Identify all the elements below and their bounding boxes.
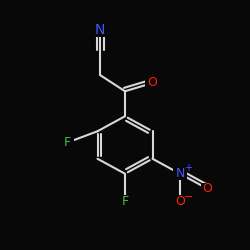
Text: N: N: [95, 23, 105, 37]
FancyBboxPatch shape: [145, 76, 160, 90]
Text: −: −: [184, 192, 193, 202]
Text: +: +: [184, 163, 192, 173]
Text: F: F: [64, 136, 71, 149]
FancyBboxPatch shape: [173, 168, 187, 180]
FancyBboxPatch shape: [200, 182, 214, 195]
Text: N: N: [175, 167, 185, 180]
FancyBboxPatch shape: [173, 195, 187, 207]
Text: O: O: [202, 182, 212, 195]
FancyBboxPatch shape: [92, 23, 108, 37]
FancyBboxPatch shape: [61, 136, 74, 148]
Text: O: O: [148, 76, 158, 90]
Text: F: F: [122, 195, 128, 208]
FancyBboxPatch shape: [119, 195, 131, 207]
Text: O: O: [175, 195, 185, 208]
